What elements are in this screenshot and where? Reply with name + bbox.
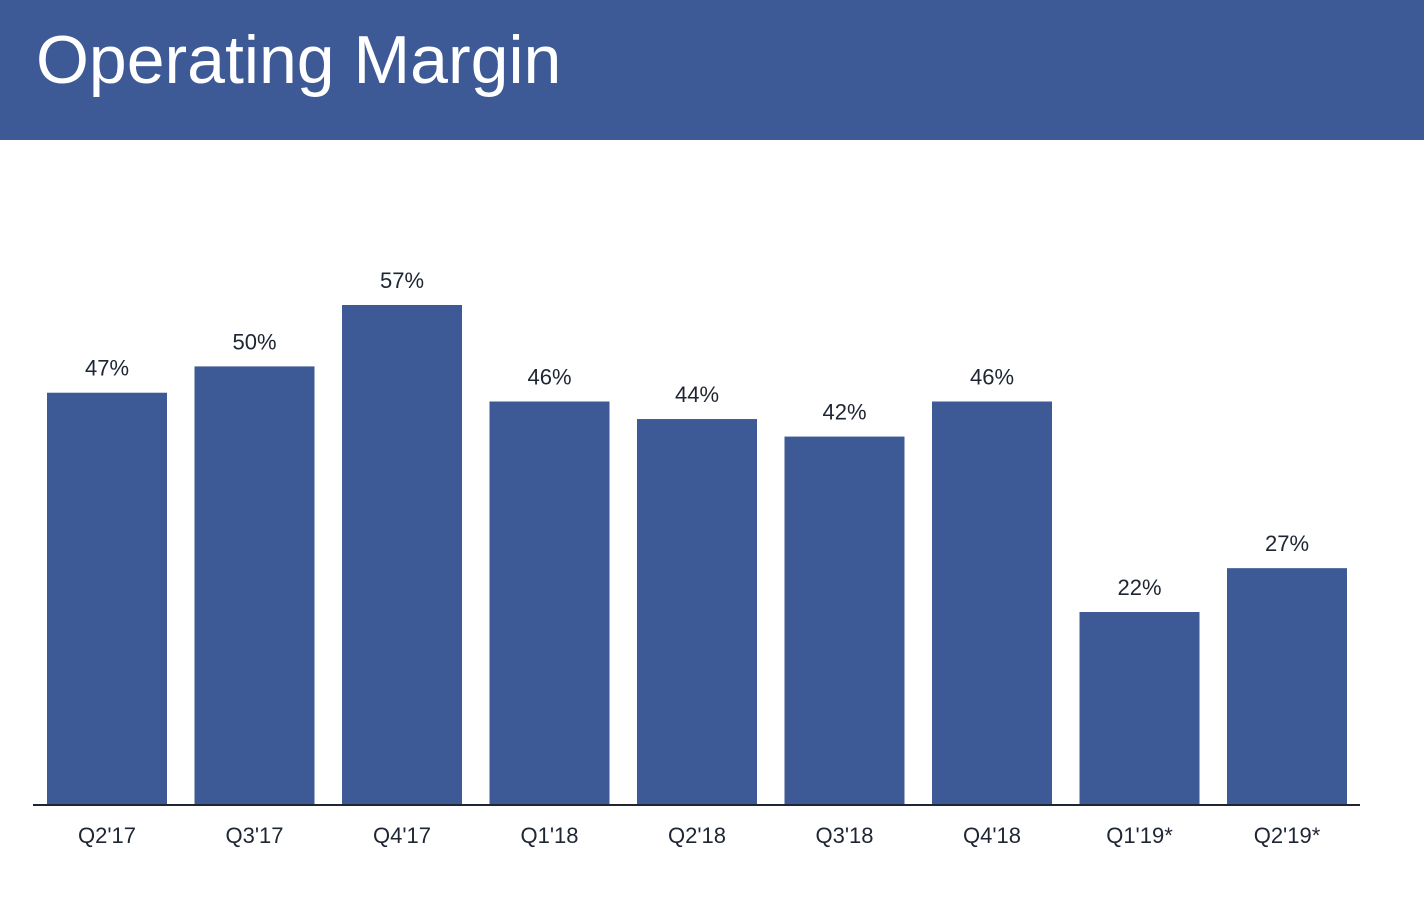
- x-tick-label-Q2'19*: Q2'19*: [1254, 823, 1321, 848]
- bar-Q2'19*: [1227, 568, 1347, 805]
- bars-group: [47, 305, 1347, 805]
- bar-Q3'17: [194, 366, 315, 805]
- data-label-Q4'18: 46%: [970, 364, 1014, 389]
- bar-Q4'18: [932, 401, 1052, 805]
- data-label-Q2'17: 47%: [85, 356, 129, 381]
- data-label-Q2'19*: 27%: [1265, 531, 1309, 556]
- x-tick-label-Q3'18: Q3'18: [815, 823, 873, 848]
- bar-Q3'18: [784, 436, 905, 805]
- data-label-Q4'17: 57%: [380, 268, 424, 293]
- bar-Q1'18: [489, 401, 610, 805]
- bar-Q2'17: [47, 392, 167, 805]
- data-label-Q1'19*: 22%: [1117, 575, 1161, 600]
- data-label-Q2'18: 44%: [675, 382, 719, 407]
- x-tick-label-Q4'18: Q4'18: [963, 823, 1021, 848]
- x-tick-label-Q4'17: Q4'17: [373, 823, 431, 848]
- data-label-Q3'17: 50%: [232, 329, 276, 354]
- x-tick-label-Q1'18: Q1'18: [520, 823, 578, 848]
- value-labels-group: 47% 50% 57% 46% 44% 42% 46% 22% 27%: [85, 268, 1309, 600]
- bar-Q4'17: [342, 305, 462, 805]
- data-label-Q1'18: 46%: [527, 364, 571, 389]
- data-label-Q3'18: 42%: [822, 400, 866, 425]
- bar-Q1'19*: [1079, 612, 1200, 805]
- page-title: Operating Margin: [36, 22, 562, 98]
- x-tick-label-Q1'19*: Q1'19*: [1106, 823, 1173, 848]
- bar-Q2'18: [637, 419, 757, 805]
- header-band: Operating Margin: [0, 0, 1424, 140]
- x-tick-label-Q3'17: Q3'17: [225, 823, 283, 848]
- x-tick-label-Q2'18: Q2'18: [668, 823, 726, 848]
- category-labels-group: Q2'17 Q3'17 Q4'17 Q1'18 Q2'18 Q3'18 Q4'18 Q1'19…: [78, 823, 1321, 848]
- x-tick-label-Q2'17: Q2'17: [78, 823, 136, 848]
